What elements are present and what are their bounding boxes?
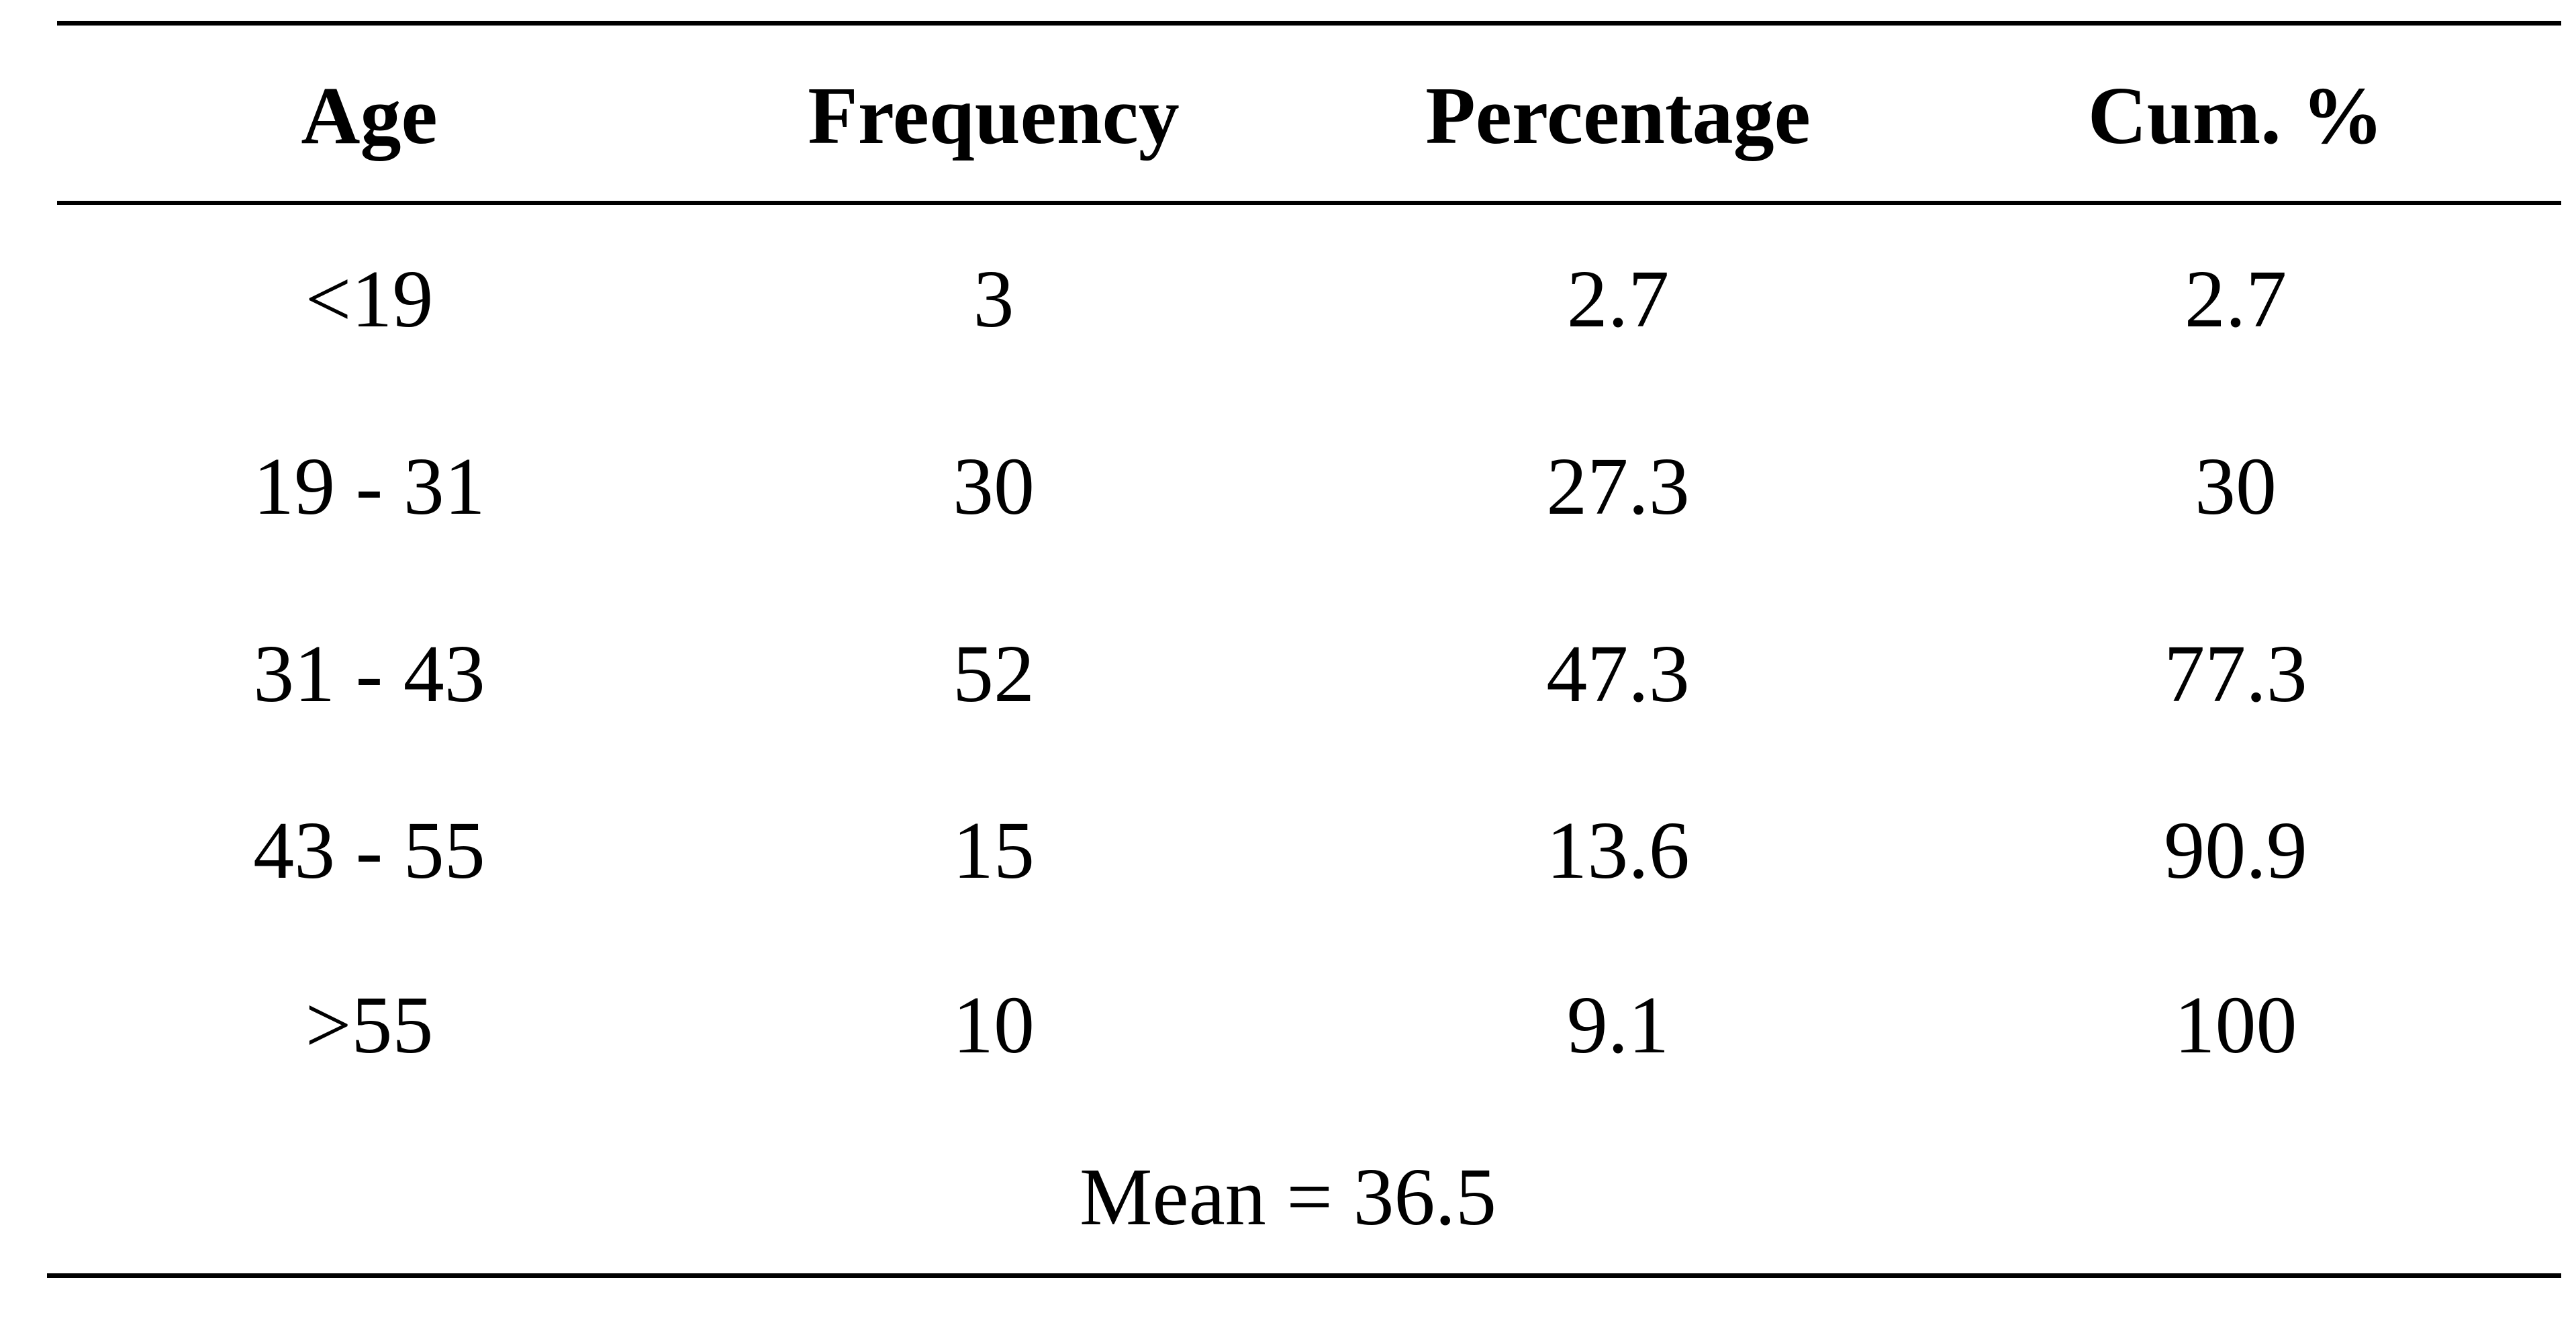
table-footnote-mean: Mean = 36.5 (1079, 1152, 1497, 1242)
cell-cumulative-percent: 2.7 (2184, 254, 2287, 345)
cell-cumulative-percent: 30 (2195, 441, 2277, 532)
cell-age: >55 (305, 980, 434, 1071)
cell-frequency: 15 (953, 805, 1035, 896)
table-header-rule (57, 201, 2561, 205)
cell-frequency: 10 (953, 980, 1035, 1071)
cell-age: 19 - 31 (253, 441, 485, 532)
cell-cumulative-percent: 90.9 (2164, 805, 2307, 896)
cell-frequency: 3 (973, 254, 1014, 345)
table-bottom-rule (47, 1273, 2561, 1278)
cell-cumulative-percent: 100 (2174, 980, 2297, 1071)
cell-age: <19 (305, 254, 434, 345)
cell-percentage: 47.3 (1546, 629, 1690, 719)
cell-age: 43 - 55 (253, 805, 485, 896)
table-top-rule (57, 21, 2561, 26)
cell-frequency: 30 (953, 441, 1035, 532)
column-header-frequency: Frequency (808, 71, 1180, 161)
column-header-percentage: Percentage (1425, 71, 1811, 161)
cell-percentage: 9.1 (1566, 980, 1670, 1071)
column-header-age: Age (301, 71, 438, 161)
cell-percentage: 27.3 (1546, 441, 1690, 532)
cell-cumulative-percent: 77.3 (2164, 629, 2307, 719)
cell-percentage: 13.6 (1546, 805, 1690, 896)
cell-frequency: 52 (953, 629, 1035, 719)
cell-age: 31 - 43 (253, 629, 485, 719)
cell-percentage: 2.7 (1566, 254, 1670, 345)
column-header-cumulative-percent: Cum. % (2087, 71, 2384, 161)
